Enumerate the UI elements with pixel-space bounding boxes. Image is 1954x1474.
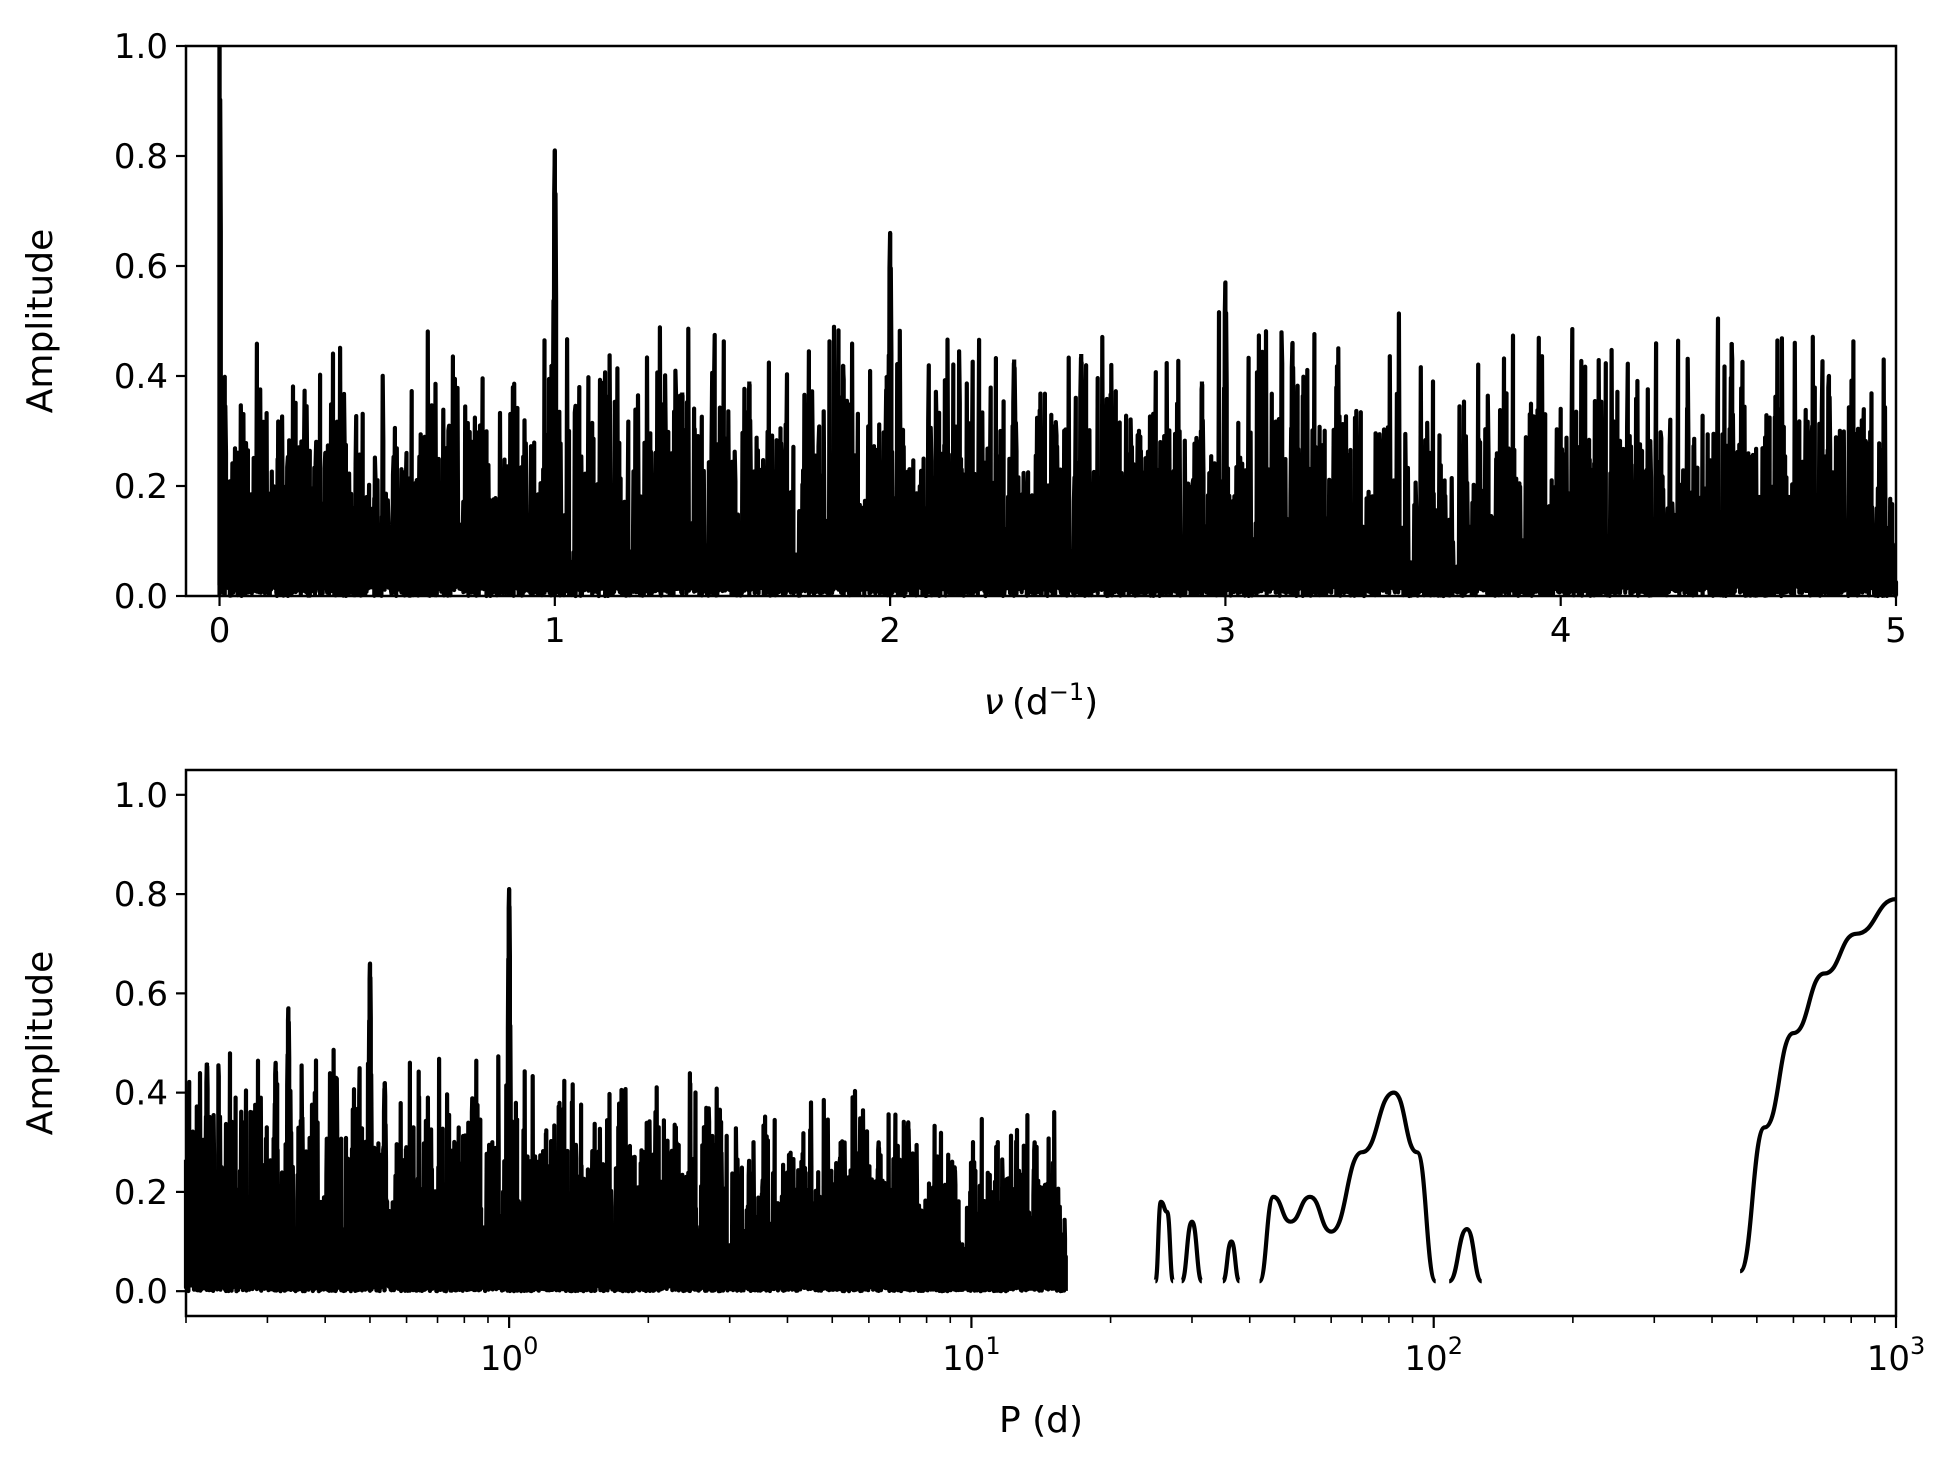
- y-tick-label: 0.4: [114, 357, 168, 397]
- y-tick-label: 1.0: [114, 776, 168, 816]
- period-x-axis-label: P (d): [999, 1400, 1083, 1441]
- period-y-axis-label: Amplitude: [20, 951, 61, 1135]
- y-tick-label: 0.8: [114, 875, 168, 915]
- period-series-segment: [1738, 897, 1897, 1274]
- frequency-panel: 0 1 2 3 4 5 0.0 0.2 0.4 0.6 0.8 1.0 ν (d−1) Amplitud…: [20, 27, 1907, 723]
- x-tick-label: 1: [544, 611, 566, 651]
- y-tick-label: 0.2: [114, 1173, 168, 1213]
- xlabel-unit: (d: [1012, 682, 1049, 723]
- y-tick-label: 0.8: [114, 137, 168, 177]
- x-tick-label: 0: [209, 611, 231, 651]
- period-axis-ticks: 100 101 102 103 0.0 0.2 0.4 0.6 0.8 1.0: [114, 776, 1925, 1379]
- frequency-series-line: [217, 46, 1899, 599]
- period-plot-frame: [184, 768, 1898, 1318]
- frequency-y-axis-label: Amplitude: [20, 229, 61, 413]
- frequency-x-axis-label: ν (d−1): [984, 678, 1098, 723]
- period-series-dense-line: [183, 887, 1068, 1294]
- y-tick-label: 0.2: [114, 467, 168, 507]
- period-series-segment: [1179, 1219, 1204, 1284]
- y-tick-label: 0.0: [114, 577, 168, 617]
- period-series-segment: [1153, 1199, 1176, 1284]
- x-tick-label: 103: [1867, 1332, 1926, 1379]
- x-tick-label: 4: [1550, 611, 1572, 651]
- period-series-segment: [1220, 1239, 1242, 1284]
- y-tick-label: 0.6: [114, 974, 168, 1014]
- x-tick-label: 2: [879, 611, 901, 651]
- period-series-segment: [1448, 1227, 1484, 1284]
- x-tick-label: 101: [942, 1332, 1001, 1379]
- frequency-axis-ticks: 0 1 2 3 4 5 0.0 0.2 0.4 0.6 0.8 1.0: [114, 27, 1907, 651]
- y-tick-label: 0.4: [114, 1074, 168, 1114]
- x-tick-label: 100: [480, 1332, 539, 1379]
- period-amplitude-series: [183, 887, 1897, 1294]
- y-tick-label: 0.6: [114, 247, 168, 287]
- xlabel-symbol: ν: [984, 682, 1004, 723]
- x-tick-label: 102: [1404, 1332, 1463, 1379]
- xlabel-close: ): [1084, 682, 1098, 723]
- x-tick-label: 3: [1215, 611, 1237, 651]
- period-series-segment: [1257, 1090, 1438, 1284]
- x-tick-label: 5: [1885, 611, 1907, 651]
- xlabel-superscript: −1: [1049, 678, 1084, 706]
- y-tick-label: 1.0: [114, 27, 168, 67]
- period-panel: 100 101 102 103 0.0 0.2 0.4 0.6 0.8 1.0 P (d) Amp…: [20, 768, 1925, 1441]
- y-tick-label: 0.0: [114, 1272, 168, 1312]
- frequency-plot-frame: [184, 44, 1898, 598]
- frequency-amplitude-series: [217, 46, 1899, 599]
